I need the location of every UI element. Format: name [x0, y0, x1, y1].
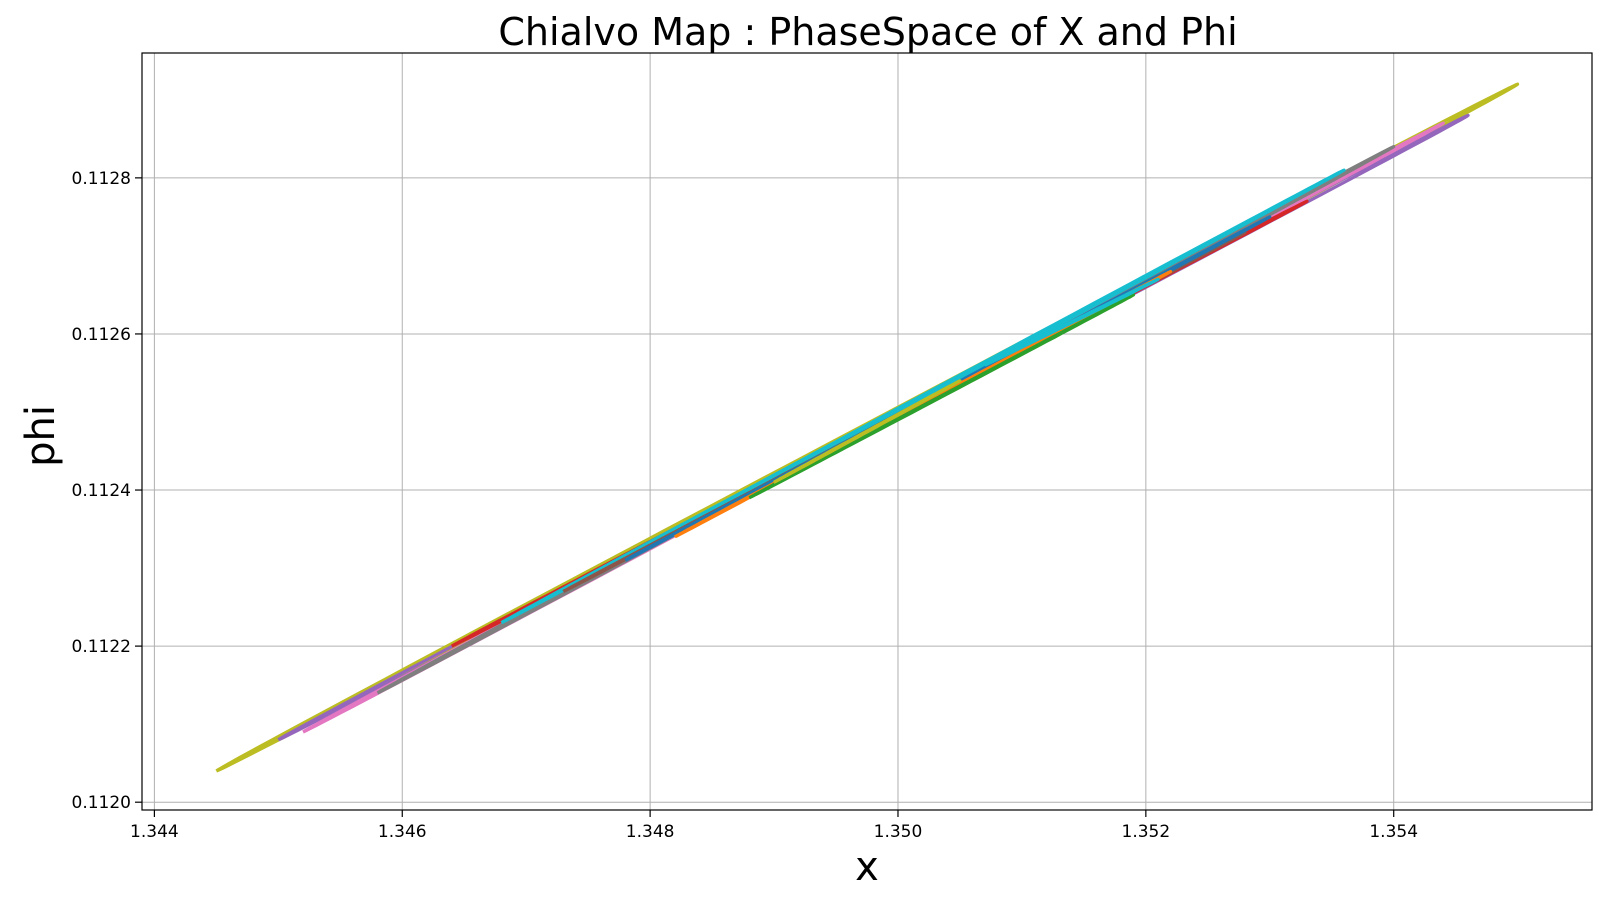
x-tick-label: 1.346 — [378, 822, 427, 842]
grid-lines — [142, 53, 1592, 810]
x-tick-label: 1.352 — [1122, 822, 1171, 842]
y-tick-label: 0.1124 — [72, 481, 131, 501]
x-tick-label: 1.350 — [874, 822, 923, 842]
y-tick-label: 0.1128 — [72, 169, 131, 189]
y-tick-label: 0.1122 — [72, 637, 131, 657]
series-orbit — [772, 379, 962, 484]
x-tick-label: 1.344 — [130, 822, 179, 842]
plot-frame — [141, 52, 1593, 811]
series-orbit — [747, 293, 1136, 500]
series-orbit — [500, 168, 1346, 625]
x-axis-ticks: 1.344 1.346 1.348 1.350 1.352 1.354 — [130, 810, 1418, 842]
y-tick-label: 0.1120 — [72, 793, 131, 813]
series-layer — [215, 82, 1520, 773]
chart-title: Chialvo Map : PhaseSpace of X and Phi — [498, 10, 1237, 54]
x-axis-label: x — [855, 844, 879, 890]
series-orbit — [983, 277, 1160, 367]
y-tick-label: 0.1126 — [72, 325, 131, 345]
x-tick-label: 1.354 — [1369, 822, 1418, 842]
y-axis-label: phi — [18, 405, 64, 467]
x-tick-label: 1.348 — [626, 822, 675, 842]
y-axis-ticks: 0.1120 0.1122 0.1124 0.1126 0.1128 — [72, 169, 142, 813]
